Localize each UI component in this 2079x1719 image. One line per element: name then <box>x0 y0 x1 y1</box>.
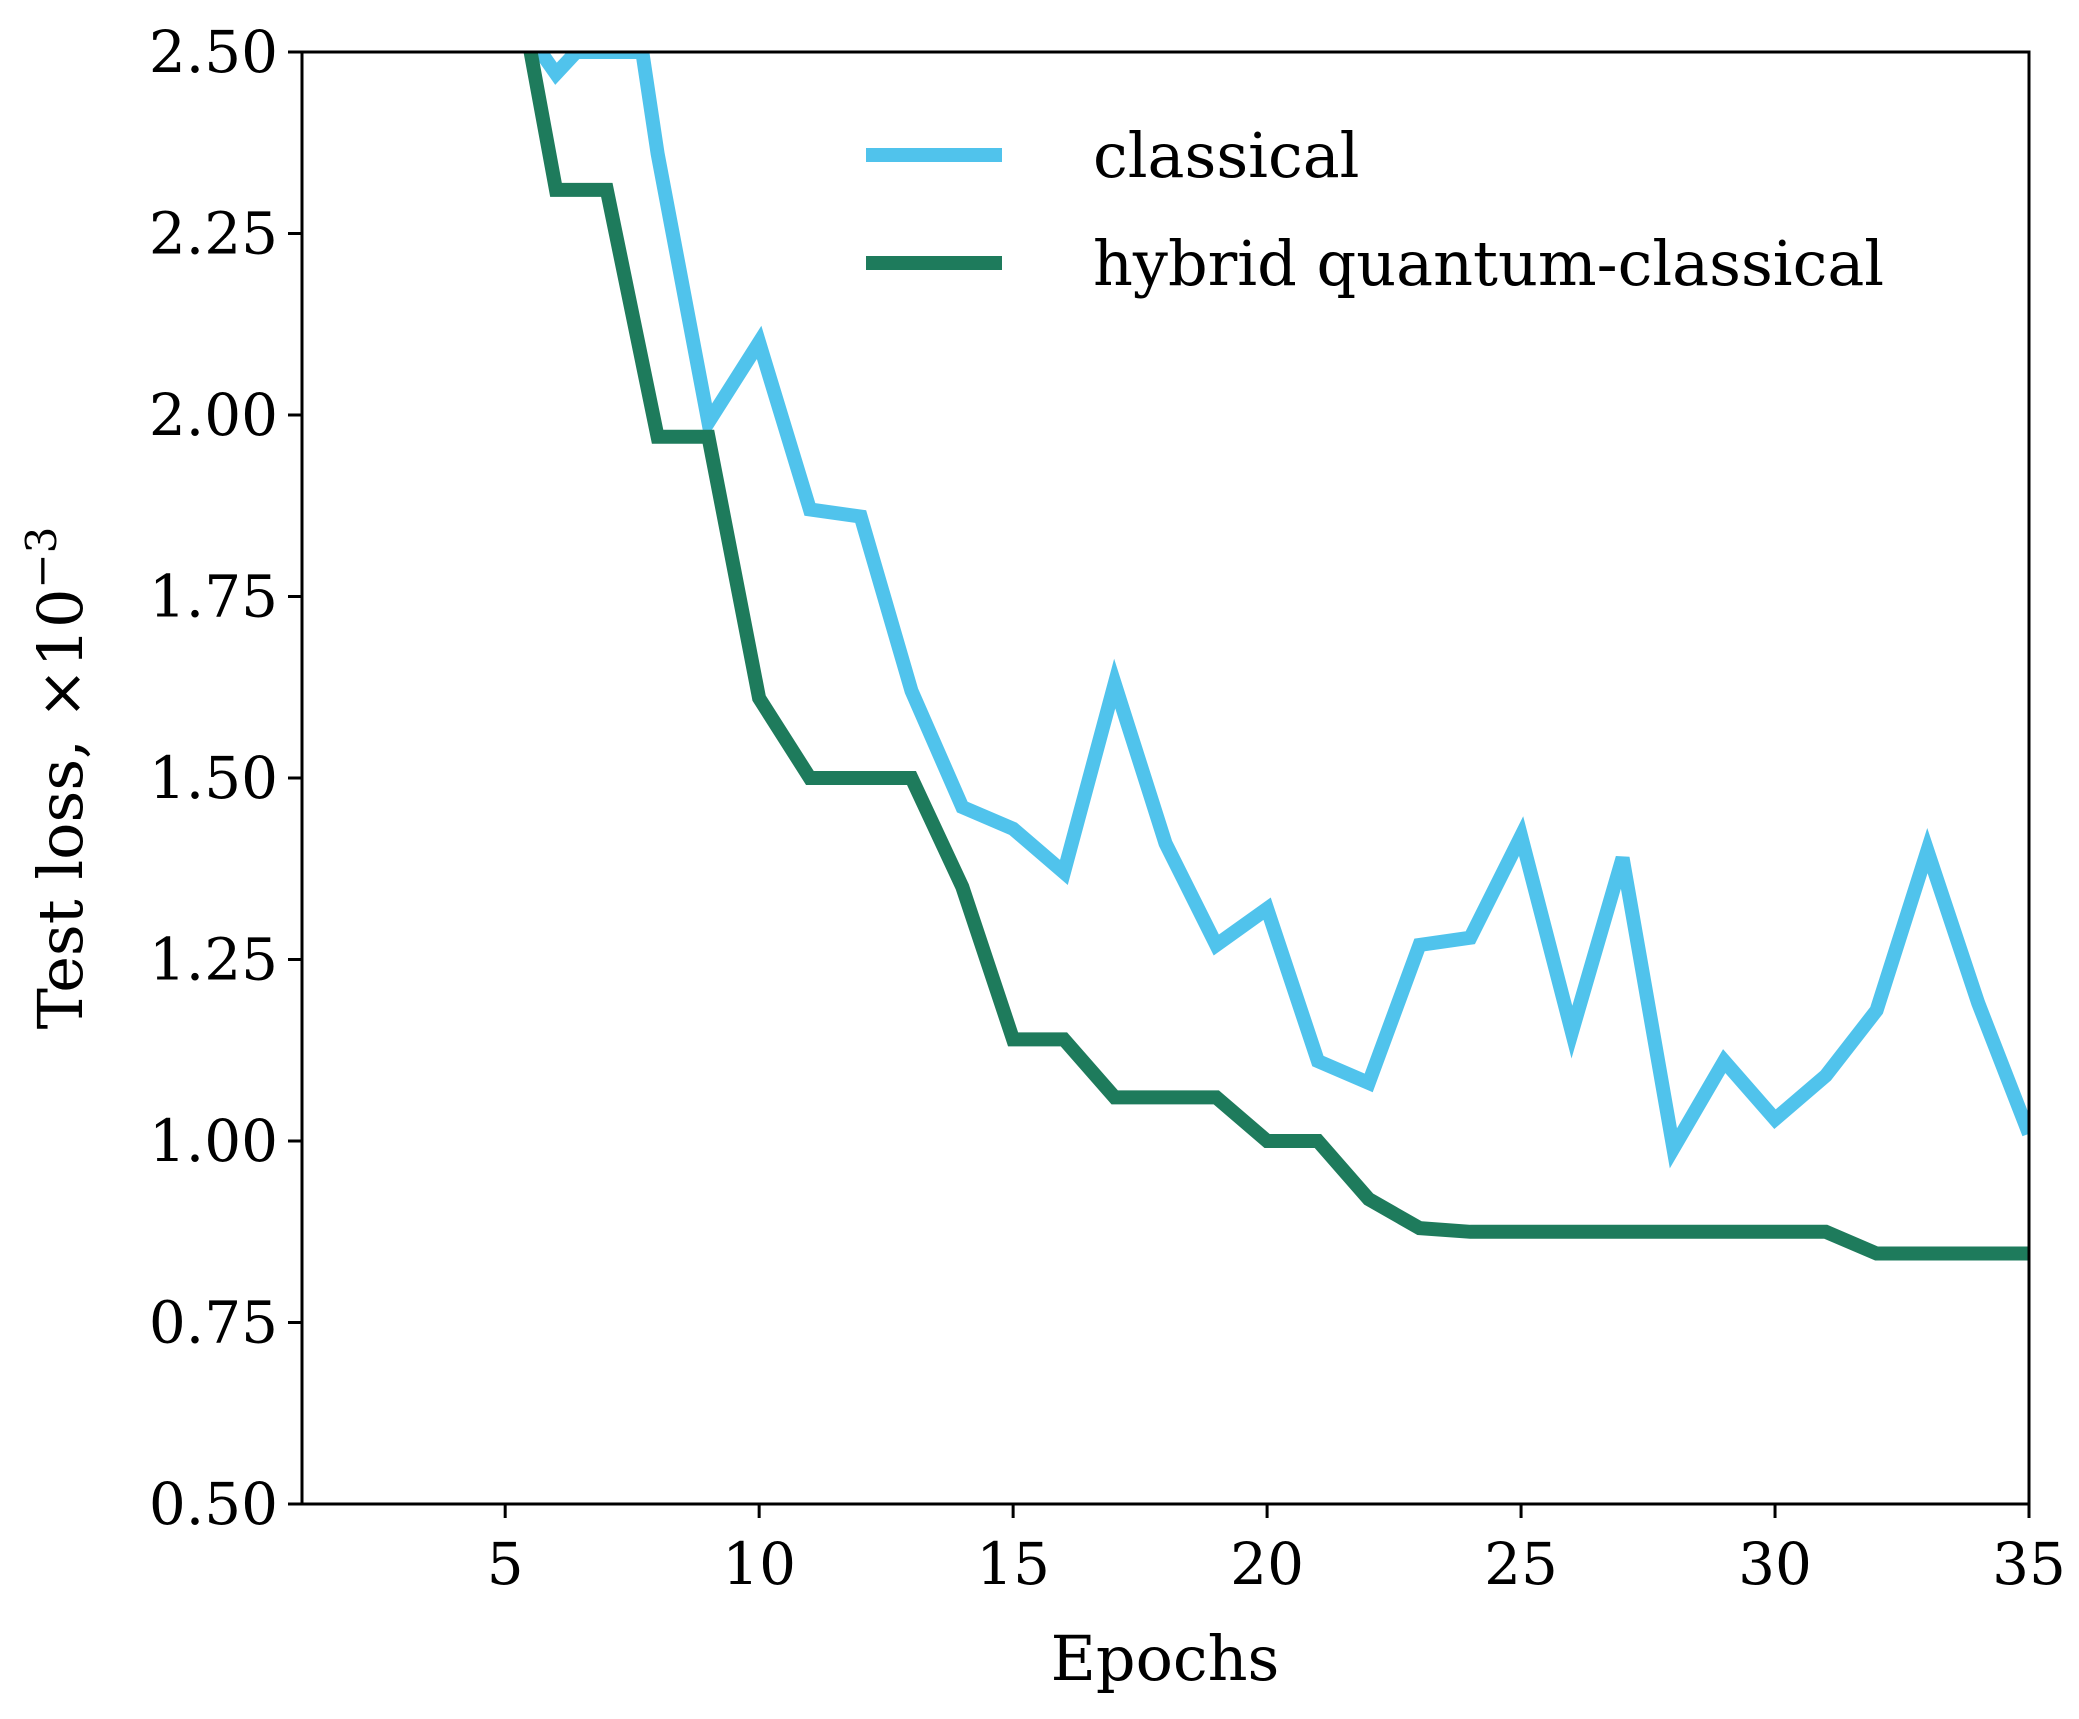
y-axis-label-text: Test loss, ×10 <box>24 589 97 1030</box>
y-tick-label: 2.50 <box>149 18 278 86</box>
y-axis-label: Test loss, ×10−3 <box>17 527 97 1030</box>
x-axis: 5 10 15 20 25 30 35 <box>487 1504 2066 1598</box>
y-axis: 0.50 0.75 1.00 1.25 1.50 1.75 2.00 2.25 2.50 <box>149 18 302 1538</box>
x-tick-label: 5 <box>487 1530 524 1598</box>
y-tick-label: 1.25 <box>149 926 278 994</box>
y-axis-label-exponent: −3 <box>17 527 66 589</box>
series-line-classical <box>534 52 2029 1169</box>
y-axis-label-group: Test loss, ×10−3 <box>17 527 97 1030</box>
y-tick-label: 1.75 <box>149 563 278 631</box>
legend-label-hybrid: hybrid quantum-classical <box>1093 227 1884 300</box>
y-tick-label: 0.75 <box>149 1289 278 1357</box>
series-line-hybrid-quantum-classical <box>523 52 2029 1261</box>
legend: classical hybrid quantum-classical <box>866 119 1884 300</box>
y-tick-label: 0.50 <box>149 1470 278 1538</box>
y-tick-label: 2.00 <box>149 381 278 449</box>
x-tick-label: 20 <box>1230 1530 1304 1598</box>
legend-label-classical: classical <box>1093 119 1360 192</box>
x-tick-label: 35 <box>1992 1530 2066 1598</box>
y-tick-label: 2.25 <box>149 200 278 268</box>
y-tick-label: 1.00 <box>149 1107 278 1175</box>
x-tick-label: 30 <box>1738 1530 1812 1598</box>
x-tick-label: 10 <box>722 1530 796 1598</box>
x-tick-label: 15 <box>976 1530 1050 1598</box>
series-layer <box>523 52 2029 1261</box>
y-tick-label: 1.50 <box>149 744 278 812</box>
x-tick-label: 25 <box>1484 1530 1558 1598</box>
x-axis-label: Epochs <box>1051 1622 1280 1695</box>
